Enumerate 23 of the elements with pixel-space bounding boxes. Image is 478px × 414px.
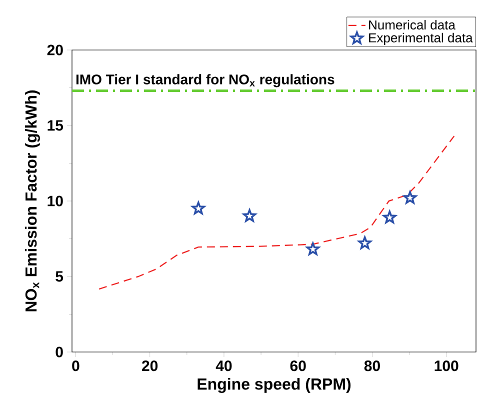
point (383, 210, 396, 224)
y-tick-label: 0 (56, 346, 63, 358)
y-tick-label: 10 (48, 196, 63, 206)
point (242, 209, 256, 222)
y-tick-label: 5 (56, 271, 64, 282)
point (403, 191, 417, 204)
x-tick-label: 40 (216, 360, 232, 372)
y-axis-title: NO$_{x}$ Emission Factor (g/kWh) (24, 90, 40, 312)
x-axis-title: Engine speed (RPM) (198, 378, 351, 393)
x-tick-label: 80 (364, 360, 380, 372)
y-tick-label: 15 (48, 120, 64, 131)
point (192, 202, 205, 214)
line-series (98, 135, 455, 290)
x-tick-label: 100 (434, 360, 458, 372)
ref-line-label: IMO Tier I standard for NO$_{x}$ regulations (76, 74, 334, 88)
legend-label: Numerical data (369, 20, 456, 30)
x-tick-label: 0 (72, 360, 80, 372)
x-tick-label: 60 (290, 360, 306, 372)
x-tick-label: 20 (142, 360, 158, 372)
point (358, 236, 372, 250)
point (306, 242, 320, 256)
y-tick-label: 20 (47, 44, 63, 56)
legend-label: Experimental data (369, 32, 473, 46)
